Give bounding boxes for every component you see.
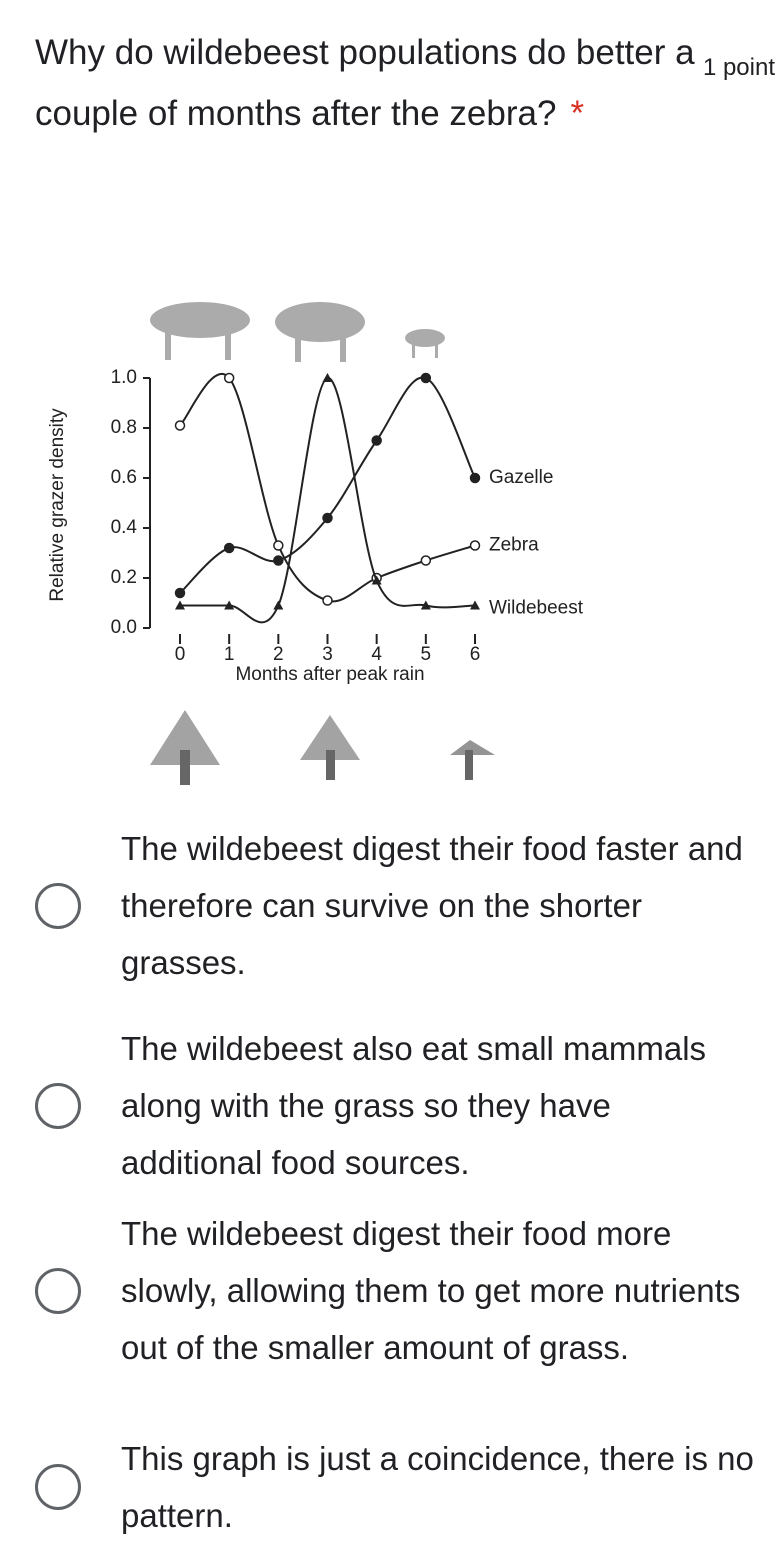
point bbox=[175, 600, 185, 610]
point bbox=[224, 600, 235, 610]
x-tick-label: 5 bbox=[421, 644, 432, 665]
point bbox=[469, 472, 481, 484]
y-tick-label: 0.0 bbox=[111, 617, 137, 638]
grass-illustrations bbox=[150, 710, 495, 785]
option[interactable]: The wildebeest digest their food faster … bbox=[0, 820, 782, 991]
point bbox=[322, 595, 333, 606]
option-text: The wildebeest digest their food faster … bbox=[121, 830, 743, 981]
option-text: This graph is just a coincidence, there … bbox=[121, 1440, 754, 1534]
point bbox=[273, 540, 284, 551]
x-tick-label: 4 bbox=[371, 644, 382, 665]
point bbox=[322, 373, 333, 382]
point bbox=[223, 372, 235, 384]
series-line bbox=[179, 373, 476, 603]
y-tick-label: 0.4 bbox=[111, 517, 138, 538]
y-tick-label: 1.0 bbox=[111, 367, 137, 388]
x-tick-label: 6 bbox=[470, 644, 481, 665]
series-line bbox=[180, 377, 476, 624]
point bbox=[420, 600, 431, 610]
option[interactable]: The wildebeest digest their food more sl… bbox=[0, 1205, 782, 1376]
point bbox=[273, 555, 284, 566]
point bbox=[470, 600, 480, 610]
chart: Relative grazer density Months after pea… bbox=[47, 302, 584, 785]
question: Why do wildebeest populations do better … bbox=[35, 22, 775, 144]
option[interactable]: The wildebeest also eat small mammals al… bbox=[0, 1020, 782, 1191]
question-title: Why do wildebeest populations do better … bbox=[35, 33, 695, 133]
y-tick-label: 0.8 bbox=[111, 417, 137, 438]
x-tick-label: 1 bbox=[224, 644, 235, 665]
x-tick-label: 3 bbox=[322, 644, 333, 665]
radio-button[interactable] bbox=[35, 1267, 81, 1314]
option-text: The wildebeest digest their food more sl… bbox=[121, 1215, 741, 1366]
series-label: Wildebeest bbox=[489, 598, 584, 619]
point bbox=[469, 540, 481, 551]
point bbox=[174, 420, 186, 431]
series-label: Gazelle bbox=[489, 467, 553, 488]
x-axis-label: Months after peak rain bbox=[235, 664, 424, 685]
radio-button[interactable] bbox=[35, 1082, 81, 1129]
point bbox=[174, 587, 186, 599]
animal-illustrations bbox=[150, 302, 445, 362]
y-tick-label: 0.2 bbox=[111, 567, 137, 588]
point bbox=[273, 600, 284, 610]
points: 1 point bbox=[702, 54, 775, 81]
option[interactable]: This graph is just a coincidence, there … bbox=[0, 1430, 782, 1544]
series-label: Zebra bbox=[489, 535, 539, 556]
x-tick-label: 0 bbox=[175, 644, 186, 665]
radio-button[interactable] bbox=[35, 882, 81, 929]
point bbox=[223, 542, 235, 554]
radio-button[interactable] bbox=[35, 1464, 81, 1510]
point bbox=[371, 575, 382, 585]
y-axis-label: Relative grazer density bbox=[47, 408, 68, 602]
point bbox=[420, 372, 432, 384]
point bbox=[371, 435, 382, 446]
x-tick-label: 2 bbox=[273, 644, 284, 665]
point bbox=[322, 512, 333, 524]
required-star: * bbox=[570, 94, 585, 133]
option-text: The wildebeest also eat small mammals al… bbox=[121, 1030, 707, 1181]
point bbox=[420, 555, 432, 566]
y-tick-label: 0.6 bbox=[111, 467, 137, 488]
